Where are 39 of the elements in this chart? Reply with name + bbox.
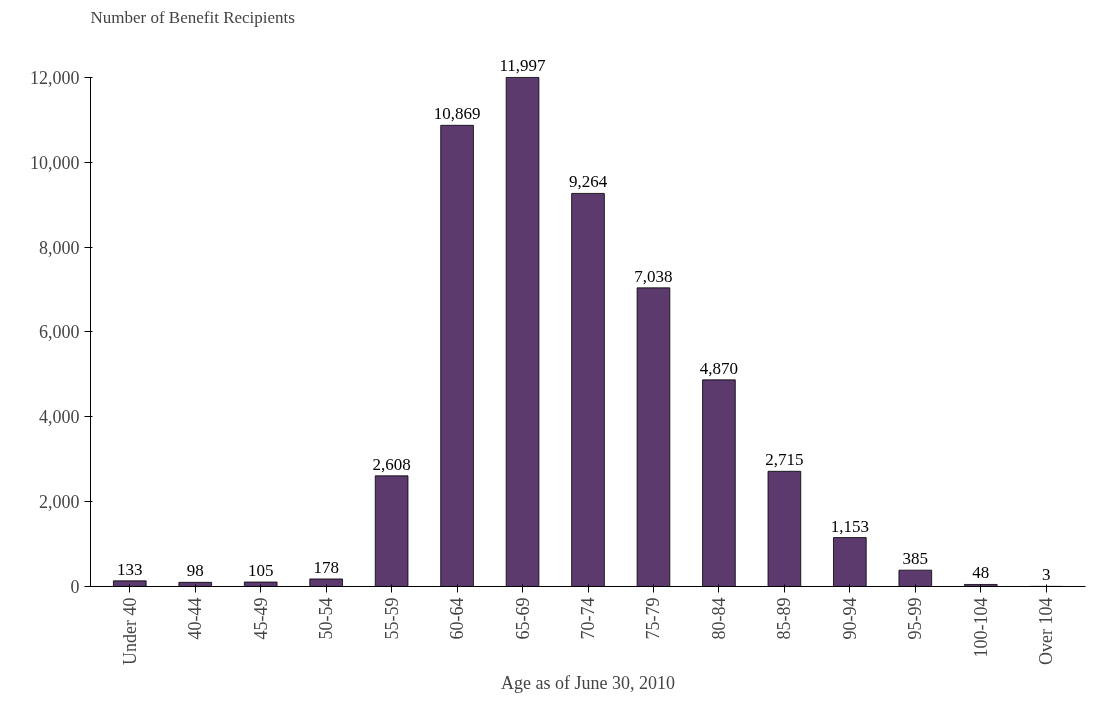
data-label: 7,038 (634, 266, 673, 286)
data-label: 3 (1041, 565, 1051, 585)
y-tick-label: 12,000 (30, 67, 80, 88)
x-tick-label: Under 40 (119, 597, 140, 665)
data-label: 2,715 (765, 450, 804, 470)
y-tick-label: 4,000 (39, 407, 80, 428)
x-tick-label: 70-74 (578, 597, 598, 640)
x-tick-label: 50-54 (316, 597, 337, 640)
x-tick-label: 40-44 (185, 597, 206, 640)
data-label: 98 (186, 561, 204, 581)
y-axis-title: Number of Benefit Recipients (90, 7, 295, 27)
x-tick-label: 80-84 (708, 597, 729, 640)
data-label: 9,264 (568, 172, 608, 192)
data-label: 11,997 (499, 56, 547, 76)
x-tick-label: 100-104 (970, 597, 991, 658)
data-label: 1,153 (830, 516, 869, 536)
x-tick-label: Over 104 (1036, 597, 1057, 665)
x-tick-label: 90-94 (839, 597, 860, 640)
data-label: 178 (313, 557, 339, 577)
y-tick-label: 10,000 (30, 152, 80, 173)
data-label: 2,608 (372, 454, 411, 474)
x-tick-label: 75-79 (643, 597, 664, 640)
x-tick-label: 65-69 (512, 597, 533, 640)
x-tick-label: 85-89 (774, 597, 795, 640)
x-tick-label: 60-64 (447, 597, 468, 640)
data-label: 10,869 (433, 104, 481, 124)
y-tick-label: 8,000 (39, 237, 80, 258)
data-label: 385 (902, 549, 929, 569)
y-tick-label: 2,000 (39, 492, 80, 513)
y-tick-label: 0 (70, 577, 80, 597)
x-tick-label: 95-99 (905, 597, 926, 640)
data-label: 4,870 (699, 358, 739, 378)
x-tick-label: 45-49 (250, 597, 271, 640)
y-tick-label: 6,000 (39, 322, 80, 343)
x-tick-label: 55-59 (381, 597, 402, 640)
data-label: 133 (117, 559, 143, 579)
data-label: 48 (972, 563, 990, 583)
x-axis-title: Age as of June 30, 2010 (501, 672, 675, 693)
data-label: 105 (247, 561, 274, 581)
